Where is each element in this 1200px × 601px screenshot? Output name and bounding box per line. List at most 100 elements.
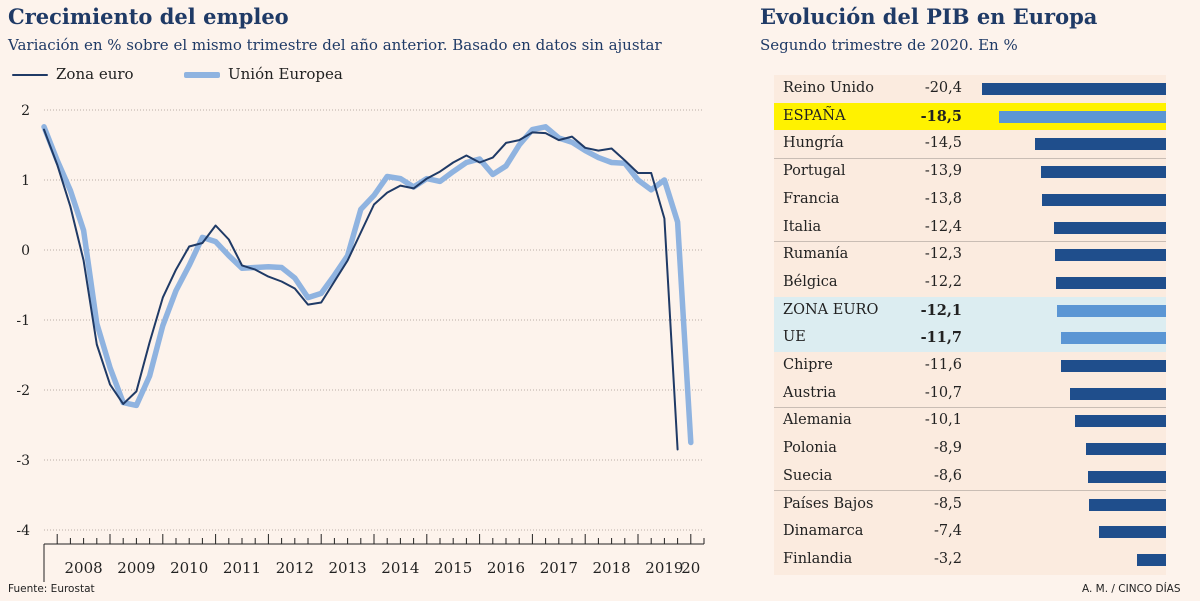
gdp-chart-title: Evolución del PIB en Europa — [760, 4, 1098, 29]
value-label: -7,4 — [934, 523, 962, 540]
gdp-row: ESPAÑA -18,5 — [774, 102, 1166, 131]
footer-credit: A. M. / CINCO DÍAS — [1082, 583, 1181, 595]
gdp-bar — [982, 83, 1166, 95]
y-tick-label: 2 — [21, 103, 30, 119]
employment-chart-title: Crecimiento del empleo — [8, 4, 289, 29]
value-label: -12,4 — [924, 218, 962, 235]
country-label: Italia — [783, 218, 822, 235]
gdp-bar — [1056, 304, 1166, 317]
gdp-bar — [1055, 249, 1166, 262]
employment-chart-subtitle: Variación en % sobre el mismo trimestre … — [8, 36, 662, 54]
value-label: -13,8 — [924, 190, 962, 207]
gdp-row: Hungría -14,5 — [774, 130, 1166, 158]
legend-label-ue: Unión Europea — [228, 65, 343, 83]
country-label: Polonia — [783, 440, 837, 457]
country-label: Finlandia — [783, 550, 853, 567]
country-label: Hungría — [783, 135, 844, 152]
value-label: -8,6 — [934, 467, 962, 484]
gdp-bar — [1099, 526, 1166, 539]
gdp-row: Portugal -13,9 — [774, 158, 1166, 186]
gdp-bar — [1041, 193, 1166, 206]
value-label: -8,9 — [934, 440, 962, 457]
x-tick-label: 2014 — [381, 559, 419, 577]
gdp-row: Chipre -11,6 — [774, 352, 1166, 380]
y-tick-label: 1 — [21, 173, 30, 189]
x-tick-label: 2019 — [645, 559, 683, 577]
gdp-bar-chart: Reino Unido -20,4 ESPAÑA -18,5 Hungría -14,5 P… — [774, 75, 1166, 575]
value-label: -14,5 — [924, 135, 962, 152]
gdp-row: Países Bajos -8,5 — [774, 491, 1166, 519]
row-separator — [774, 406, 1166, 408]
series-line-zona-euro — [43, 128, 679, 451]
gdp-row: Reino Unido -20,4 — [774, 75, 1166, 103]
value-label: -20,4 — [924, 80, 962, 96]
y-tick-label: 0 — [21, 243, 30, 259]
country-label: UE — [783, 329, 806, 346]
gdp-row: UE -11,7 — [774, 324, 1166, 352]
gdp-bar — [1089, 498, 1166, 511]
gdp-bar — [1069, 387, 1166, 400]
gdp-bar — [1054, 221, 1166, 234]
value-label: -12,2 — [924, 273, 962, 290]
x-tick-label: 2013 — [329, 559, 367, 577]
y-tick-label: -1 — [16, 313, 30, 329]
value-label: -10,7 — [924, 384, 962, 401]
footer-source: Fuente: Eurostat — [8, 583, 95, 595]
value-label: -3,2 — [934, 550, 962, 567]
gdp-bar — [1035, 138, 1166, 151]
row-separator — [774, 240, 1166, 242]
value-label: -11,6 — [924, 357, 962, 373]
gdp-bar — [1074, 415, 1166, 428]
x-tick-label: 20 — [681, 559, 700, 577]
legend-label-zona-euro: Zona euro — [56, 65, 134, 83]
value-label: -12,3 — [924, 246, 962, 263]
x-tick-label: 2012 — [276, 559, 314, 577]
gdp-row: Francia -13,8 — [774, 186, 1166, 214]
gdp-row: ZONA EURO -12,1 — [774, 296, 1166, 325]
gdp-bar — [1085, 443, 1166, 456]
country-label: ZONA EURO — [783, 301, 879, 318]
country-label: ESPAÑA — [783, 107, 846, 124]
gdp-bar — [1040, 166, 1166, 179]
country-label: Reino Unido — [783, 80, 875, 96]
gdp-bar — [1137, 553, 1166, 566]
value-label: -13,9 — [924, 163, 962, 180]
x-tick-label: 2009 — [117, 559, 155, 577]
gdp-row: Austria -10,7 — [774, 380, 1166, 408]
country-label: Países Bajos — [783, 495, 874, 512]
row-separator — [774, 490, 1166, 491]
gdp-row: Italia -12,4 — [774, 214, 1166, 242]
x-tick-label: 2010 — [170, 559, 208, 577]
row-separator — [774, 157, 1166, 159]
y-tick-label: -2 — [16, 383, 30, 399]
x-tick-label: 2008 — [65, 559, 103, 577]
gdp-row: Dinamarca -7,4 — [774, 518, 1166, 546]
value-label: -10,1 — [924, 412, 962, 429]
series-line-union-europea — [41, 124, 694, 446]
country-label: Austria — [783, 384, 837, 401]
gdp-row: Suecia -8,6 — [774, 463, 1166, 491]
country-label: Dinamarca — [783, 523, 864, 540]
gdp-chart-subtitle: Segundo trimestre de 2020. En % — [760, 36, 1018, 54]
legend-swatch-ue — [184, 72, 220, 78]
chart-grid — [44, 109, 704, 531]
y-tick-label: -3 — [16, 453, 30, 469]
gdp-bar — [999, 110, 1166, 123]
gdp-row: Finlandia -3,2 — [774, 546, 1166, 574]
country-label: Alemania — [783, 412, 852, 429]
country-label: Portugal — [783, 163, 846, 180]
gdp-row: Alemania -10,1 — [774, 407, 1166, 435]
employment-line-chart: 2 1 0 -1 -2 -3 -4 2008 2009 2010 2011 2012 2013 2014 2… — [16, 103, 705, 582]
chart-series — [41, 124, 694, 451]
x-tick-label: 2011 — [223, 559, 261, 577]
gdp-bar — [1088, 470, 1166, 483]
value-label: -12,1 — [920, 301, 962, 319]
gdp-bar — [1056, 276, 1166, 289]
gdp-row: Polonia -8,9 — [774, 435, 1166, 463]
chart-axes: 2 1 0 -1 -2 -3 -4 2008 2009 2010 2011 2012 2013 2014 2… — [16, 103, 705, 582]
gdp-bar — [1060, 332, 1166, 345]
x-tick-label: 2017 — [540, 559, 578, 577]
country-label: Francia — [783, 190, 840, 207]
country-label: Suecia — [783, 467, 833, 484]
value-label: -8,5 — [934, 495, 962, 512]
